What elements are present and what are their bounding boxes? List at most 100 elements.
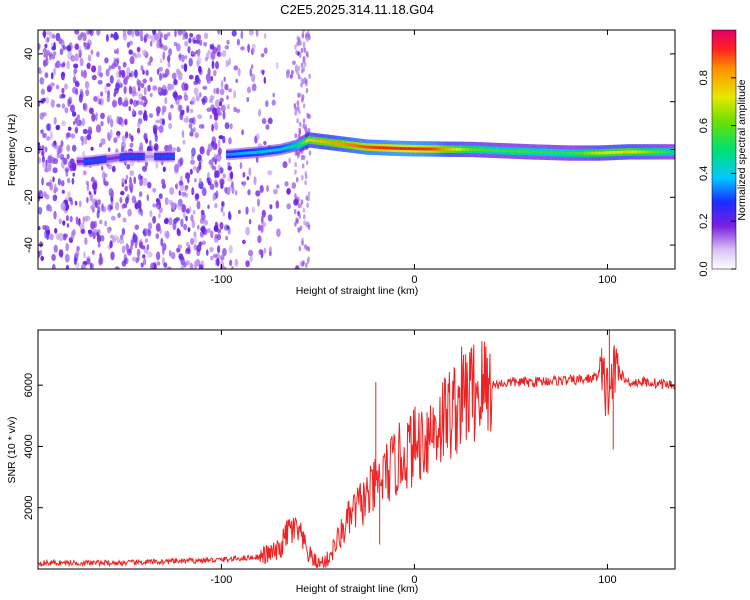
spectrogram-band-core xyxy=(363,145,366,149)
spectrogram-band-core xyxy=(369,145,372,149)
spectrogram-speckle xyxy=(233,106,237,113)
spectrogram-band-core xyxy=(400,147,404,150)
snr-y-tick-label: 2000 xyxy=(23,495,35,519)
spectrogram-speckle xyxy=(113,137,118,143)
spectrogram-speckle xyxy=(122,30,127,37)
spectrogram-speckle xyxy=(188,123,193,129)
spectrogram-band-core xyxy=(475,148,478,152)
spectrogram-speckle xyxy=(47,162,52,172)
spectrogram-speckle xyxy=(90,176,95,183)
spectrogram-band-core xyxy=(632,150,635,154)
spectrogram-speckle xyxy=(87,54,92,62)
spectrogram-speckle xyxy=(276,61,279,70)
spectrogram-speckle xyxy=(191,147,196,157)
spectrogram-speckle xyxy=(302,103,306,109)
spectrogram-speckle xyxy=(42,112,47,117)
spectrogram-speckle xyxy=(303,77,306,84)
spectrogram-band-core xyxy=(264,149,267,153)
spectrogram-speckle xyxy=(49,154,53,164)
spectrogram-band-core xyxy=(527,150,530,154)
spectrogram-speckle xyxy=(294,44,297,50)
spectrogram-band-core xyxy=(131,155,134,159)
spectrogram-speckle xyxy=(198,124,204,129)
spectrogram-speckle xyxy=(38,226,41,231)
spectrogram-band-core xyxy=(443,147,446,151)
spectrogram-speckle xyxy=(307,113,310,119)
spectrogram-band-core xyxy=(413,147,416,151)
spectrogram-speckle xyxy=(128,133,132,139)
spectrogram-speckle xyxy=(302,118,306,124)
spectrogram-speckle xyxy=(111,99,118,108)
spectrogram-speckle xyxy=(70,55,76,62)
spectrogram-speckle xyxy=(271,99,276,106)
spectrogram-speckle xyxy=(265,100,269,108)
spectrogram-speckle xyxy=(55,84,60,90)
spectrogram-speckle xyxy=(163,262,168,268)
spectrogram-speckle xyxy=(121,245,126,254)
spectrogram-band-core xyxy=(558,151,561,155)
spectrogram-speckle xyxy=(113,31,119,41)
spectrogram-speckle xyxy=(107,227,111,234)
spectrogram-band-core xyxy=(578,151,581,155)
spectrogram-speckle xyxy=(149,113,153,118)
spectrogram-speckle xyxy=(142,78,148,84)
spectrogram-band-core xyxy=(485,148,488,152)
spectrogram-speckle xyxy=(83,42,88,48)
spectrogram-band-core xyxy=(345,143,348,146)
spectrogram-speckle xyxy=(123,86,127,95)
spectrogram-speckle xyxy=(191,51,195,55)
spectrogram-speckle xyxy=(209,183,215,190)
spectrogram-speckle xyxy=(308,73,312,79)
spectrogram-speckle xyxy=(224,122,230,130)
spectrogram-speckle xyxy=(177,95,183,100)
spectrogram-speckle xyxy=(221,200,225,208)
spectrogram-speckle xyxy=(301,154,305,161)
spectrogram-speckle xyxy=(234,258,239,267)
spectrogram-speckle xyxy=(109,240,113,249)
spectrogram-band-core xyxy=(505,149,508,153)
spectrogram-speckle xyxy=(152,85,158,91)
spectrogram-speckle xyxy=(257,198,260,207)
spectrogram-band-core xyxy=(303,140,306,144)
spectrogram-band-core xyxy=(316,139,319,143)
spectrogram-band-core xyxy=(450,147,453,151)
spectrogram-band-core xyxy=(624,150,627,154)
spectrogram-speckle xyxy=(255,133,260,141)
spectrogram-speckle xyxy=(201,187,207,197)
spectrogram-speckle xyxy=(125,196,129,205)
colorbar: 0.0 0.2 0.4 0.6 0.8 Normalized spectral ampl… xyxy=(698,29,748,277)
spectrogram-speckle xyxy=(125,174,129,180)
spectrogram-speckle xyxy=(154,134,158,143)
spectrogram-x-tick-label: 0 xyxy=(411,274,417,286)
spectrogram-speckle xyxy=(115,201,120,211)
spectrogram-speckle xyxy=(46,182,51,187)
spectrogram-speckle xyxy=(189,132,194,137)
spectrogram-speckle xyxy=(86,30,90,36)
spectrogram-band-core xyxy=(292,144,295,148)
spectrogram-speckle xyxy=(38,70,43,75)
spectrogram-speckle xyxy=(40,88,46,95)
spectrogram-speckle xyxy=(302,66,306,72)
spectrogram-speckle xyxy=(82,69,87,79)
spectrogram-speckle xyxy=(177,244,183,249)
spectrogram-band-core xyxy=(588,151,591,155)
spectrogram-band-core xyxy=(272,148,275,152)
spectrogram-speckle xyxy=(81,118,86,127)
spectrogram-speckle xyxy=(195,39,200,44)
spectrogram-y-tick-label: -40 xyxy=(23,237,35,253)
spectrogram-speckle xyxy=(293,198,299,206)
spectrogram-band-core xyxy=(391,146,394,150)
spectrogram-speckle xyxy=(214,181,219,188)
spectrogram-speckle xyxy=(64,253,70,263)
spectrogram-speckle xyxy=(107,203,112,212)
spectrogram-speckle xyxy=(235,108,241,114)
spectrogram-band-core xyxy=(317,139,320,143)
spectrogram-speckle xyxy=(64,83,68,90)
spectrogram-speckle xyxy=(74,43,80,50)
spectrogram-band-core xyxy=(287,146,290,149)
spectrogram-speckle xyxy=(58,249,64,258)
spectrogram-speckle xyxy=(142,254,146,259)
spectrogram-speckle xyxy=(223,266,227,269)
spectrogram-speckle xyxy=(158,193,163,200)
spectrogram-band-core xyxy=(132,155,135,159)
